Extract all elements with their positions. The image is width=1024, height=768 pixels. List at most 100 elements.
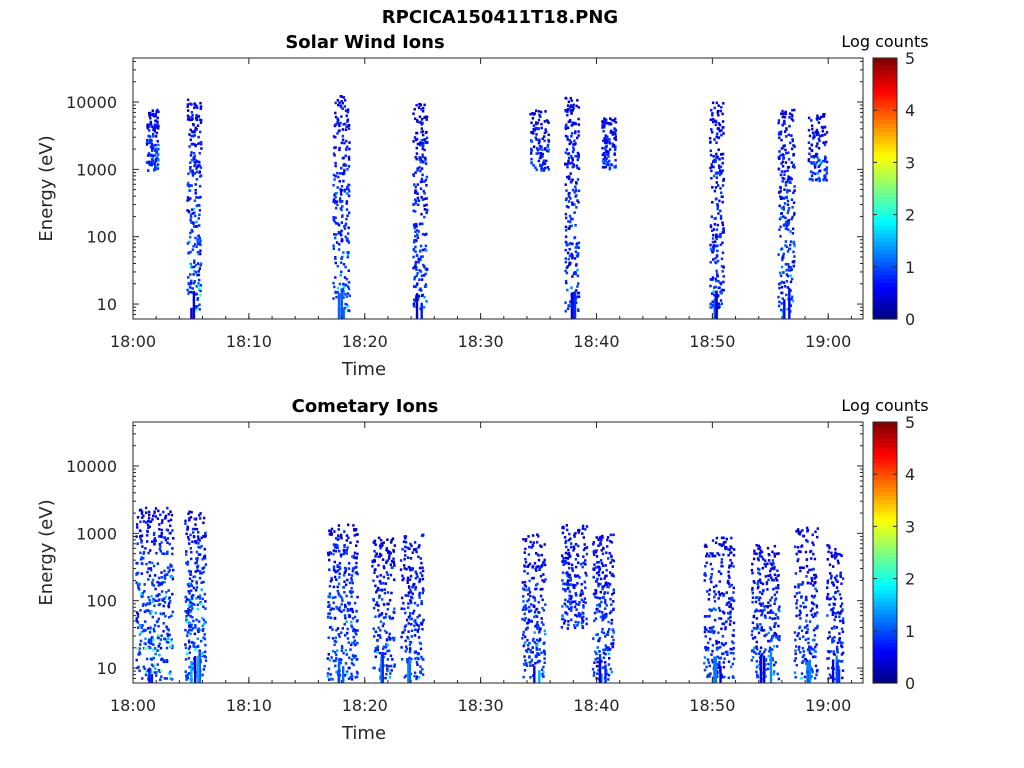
- data-cell: [836, 611, 840, 615]
- data-cell: [577, 282, 580, 285]
- data-cell: [415, 283, 418, 287]
- data-cell: [782, 157, 785, 160]
- data-cell: [377, 536, 381, 540]
- data-cell: [135, 619, 139, 623]
- data-cell: [327, 636, 330, 639]
- data-cell: [142, 520, 146, 523]
- data-cell: [542, 650, 546, 653]
- data-cell: [378, 544, 382, 548]
- data-cell: [778, 204, 781, 208]
- data-cell: [574, 593, 578, 597]
- data-cell: [789, 274, 793, 277]
- data-cell: [603, 592, 606, 596]
- data-cell: [721, 288, 724, 292]
- data-cell: [751, 621, 755, 625]
- data-cell: [535, 168, 538, 172]
- data-cell: [752, 626, 756, 630]
- data-cell: [709, 153, 713, 157]
- data-cell: [135, 581, 138, 584]
- data-cell: [703, 626, 707, 629]
- data-cell: [532, 124, 536, 127]
- data-cell: [164, 573, 167, 577]
- data-cell: [400, 607, 403, 610]
- data-cell: [570, 601, 573, 605]
- data-cell: [188, 189, 191, 192]
- data-cell: [538, 648, 541, 651]
- data-cell: [156, 636, 160, 640]
- data-cell: [780, 170, 784, 173]
- data-cell: [572, 148, 575, 151]
- data-cell: [810, 557, 813, 560]
- data-cell: [769, 598, 772, 602]
- data-cell: [602, 651, 606, 655]
- data-cell: [751, 600, 754, 604]
- colorbar-segment: [873, 278, 897, 283]
- data-cell: [417, 652, 420, 656]
- data-cell: [756, 625, 759, 628]
- data-cell: [722, 652, 725, 656]
- data-cell: [830, 554, 834, 558]
- data-cell: [784, 240, 788, 243]
- data-cell: [784, 216, 787, 220]
- data-cell: [574, 185, 577, 189]
- data-cell: [574, 613, 577, 617]
- data-cell: [838, 636, 841, 640]
- data-cell: [169, 677, 172, 680]
- data-cell: [344, 293, 347, 296]
- data-cell: [157, 147, 160, 151]
- data-cell: [574, 122, 578, 126]
- data-cell: [577, 252, 580, 256]
- data-cell: [153, 115, 156, 118]
- data-cell: [574, 565, 578, 569]
- data-cell: [338, 609, 341, 612]
- data-cell: [341, 599, 344, 603]
- data-cell: [718, 172, 721, 175]
- data-cell: [560, 626, 564, 629]
- data-cell: [779, 154, 782, 157]
- data-cell: [708, 614, 711, 618]
- data-cell: [524, 635, 527, 639]
- data-cell: [759, 609, 763, 612]
- data-cell: [347, 241, 351, 244]
- data-cell: [189, 632, 192, 636]
- data-cell: [413, 136, 417, 139]
- data-cell: [751, 637, 755, 640]
- data-cell: [541, 163, 544, 166]
- data-cell: [196, 645, 200, 648]
- data-cell: [141, 562, 144, 566]
- data-cell: [798, 637, 802, 640]
- data-cell: [355, 609, 358, 613]
- data-cell: [163, 637, 166, 641]
- data-cell: [421, 673, 425, 676]
- data-cell: [778, 605, 781, 609]
- data-cell: [166, 550, 169, 554]
- data-cell: [612, 631, 616, 634]
- data-cell: [715, 295, 718, 319]
- data-cell: [340, 193, 343, 196]
- data-cell: [798, 645, 801, 649]
- data-cell: [773, 552, 776, 556]
- data-cell: [720, 561, 723, 564]
- data-cell: [193, 172, 196, 175]
- data-cell: [338, 635, 341, 638]
- data-cell: [521, 608, 525, 611]
- data-cell: [711, 186, 714, 189]
- data-cell: [761, 653, 764, 656]
- data-cell: [810, 568, 813, 571]
- data-cell: [540, 145, 543, 149]
- data-cell: [188, 577, 192, 580]
- data-cell: [195, 559, 199, 562]
- colorbar-segment: [873, 670, 897, 676]
- data-cell: [418, 579, 422, 583]
- data-cell: [152, 128, 155, 132]
- data-cell: [336, 120, 339, 124]
- data-cell: [834, 556, 837, 560]
- data-cell: [354, 676, 357, 679]
- data-cell: [199, 284, 203, 287]
- solar-wind-ions-panel: 18:00 18:10 18:20 18:30 18:40 18:50 19:00Time1…: [36, 32, 929, 380]
- data-cell: [603, 154, 607, 158]
- colorbar-segment: [873, 560, 897, 566]
- data-cell: [770, 576, 773, 579]
- data-cell: [614, 148, 617, 152]
- data-cell: [385, 548, 388, 552]
